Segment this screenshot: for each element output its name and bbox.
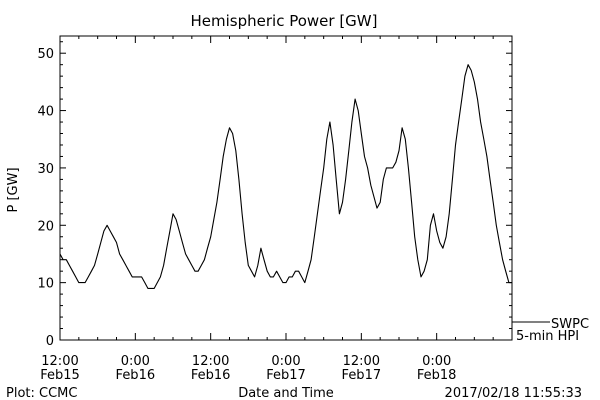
x-tick-time-label: 12:00 [192, 354, 229, 369]
x-tick-time-label: 12:00 [343, 354, 380, 369]
y-tick-label: 50 [37, 47, 54, 62]
legend-entry-5min-hpi: 5-min HPI [516, 329, 579, 344]
y-tick-label: 30 [37, 162, 54, 177]
y-tick-label: 40 [37, 105, 54, 120]
footer-plot-credit: Plot: CCMC [6, 386, 77, 400]
plot-frame [59, 35, 513, 341]
x-ticks: 12:00Feb150:00Feb1612:00Feb160:00Feb1712… [40, 36, 494, 383]
x-axis-label: Date and Time [238, 386, 334, 400]
footer-timestamp: 2017/02/18 11:55:33 [445, 386, 582, 400]
x-tick-date-label: Feb17 [266, 368, 306, 383]
legend-entry-swpc: SWPC [551, 317, 589, 332]
series-group [59, 64, 512, 289]
x-tick-date-label: Feb15 [40, 368, 80, 383]
series-line-0 [59, 64, 512, 289]
y-tick-label: 20 [37, 219, 54, 234]
y-tick-label: 10 [37, 277, 54, 292]
x-tick-time-label: 12:00 [41, 354, 78, 369]
x-tick-date-label: Feb16 [116, 368, 156, 383]
y-tick-label: 0 [46, 334, 54, 349]
chart-title: Hemispheric Power [GW] [191, 12, 378, 30]
x-tick-time-label: 0:00 [121, 354, 150, 369]
x-tick-date-label: Feb18 [417, 368, 457, 383]
y-axis-label: P [GW] [6, 167, 21, 212]
x-tick-time-label: 0:00 [271, 354, 300, 369]
legend: SWPC 5-min HPI [512, 317, 589, 344]
x-tick-date-label: Feb16 [191, 368, 231, 383]
x-tick-date-label: Feb17 [342, 368, 382, 383]
y-ticks: 0 10 20 30 40 50 [37, 41, 512, 349]
x-tick-time-label: 0:00 [422, 354, 451, 369]
